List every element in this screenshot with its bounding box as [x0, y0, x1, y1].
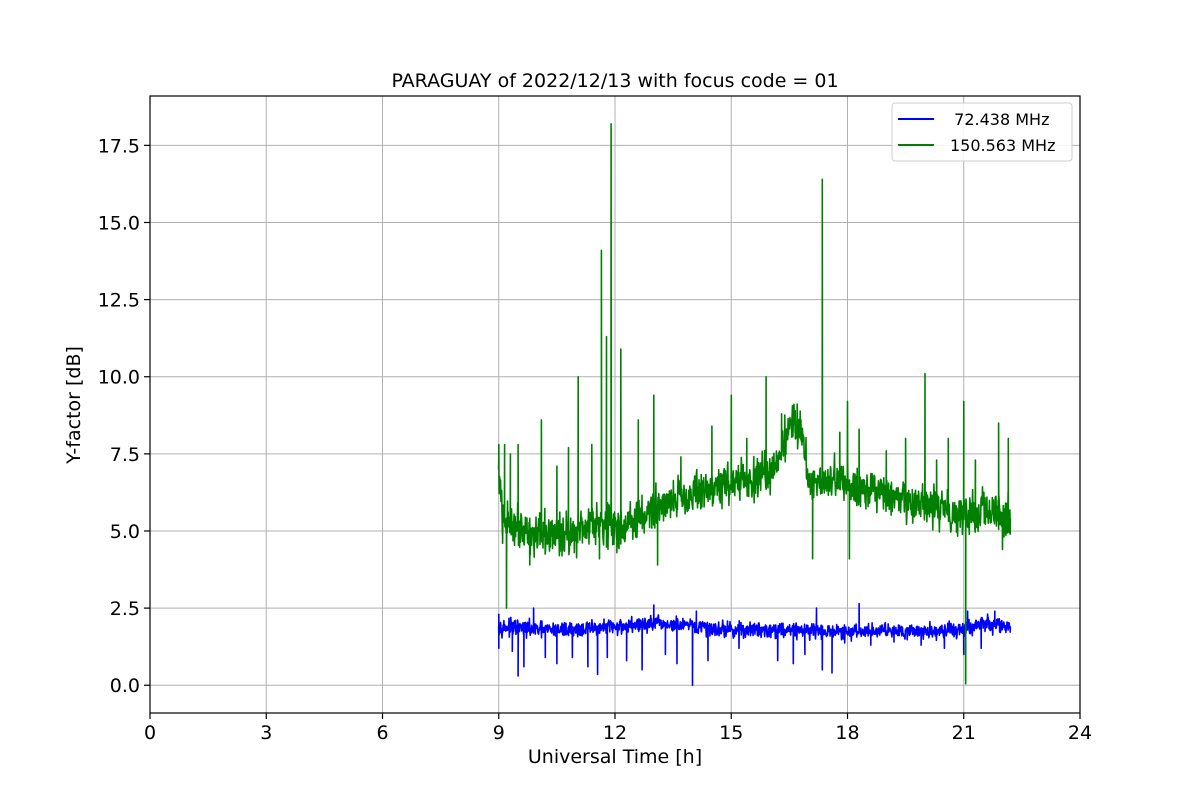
y-tick-label: 2.5	[110, 598, 140, 620]
x-tick-label: 21	[952, 722, 976, 744]
y-tick-label: 12.5	[98, 290, 140, 312]
x-tick-label: 12	[603, 722, 627, 744]
y-tick-label: 5.0	[110, 521, 140, 543]
legend-label-2: 150.563 MHz	[950, 136, 1055, 155]
x-tick-label: 6	[376, 722, 388, 744]
x-tick-label: 24	[1068, 722, 1092, 744]
x-tick-label: 9	[493, 722, 505, 744]
x-axis-label: Universal Time [h]	[528, 746, 702, 768]
y-tick-label: 17.5	[98, 135, 140, 157]
y-tick-label: 10.0	[98, 367, 140, 389]
x-tick-label: 0	[144, 722, 156, 744]
x-tick-label: 15	[719, 722, 743, 744]
series-lines	[497, 123, 1012, 686]
x-tick-label: 18	[835, 722, 859, 744]
legend-box	[891, 102, 1073, 162]
x-tick-label: 3	[260, 722, 272, 744]
legend-label-1: 72.438 MHz	[944, 110, 1049, 129]
y-tick-label: 15.0	[98, 212, 140, 234]
series-line-2	[497, 123, 1012, 685]
y-tick-label: 0.0	[110, 675, 140, 697]
legend: 72.438 MHz 150.563 MHz	[891, 102, 1073, 162]
axis-ticks: 0 3 6 9 12 15 18 21 24 0.0 2.5 5.0 7.5 10.0 12.5 15.0 17…	[98, 135, 1092, 744]
series-line-1	[497, 602, 1012, 686]
grid-lines	[149, 96, 1081, 713]
chart-title: PARAGUAY of 2022/12/13 with focus code =…	[391, 70, 838, 92]
y-axis-label: Y-factor [dB]	[63, 346, 85, 465]
y-tick-label: 7.5	[110, 444, 140, 466]
